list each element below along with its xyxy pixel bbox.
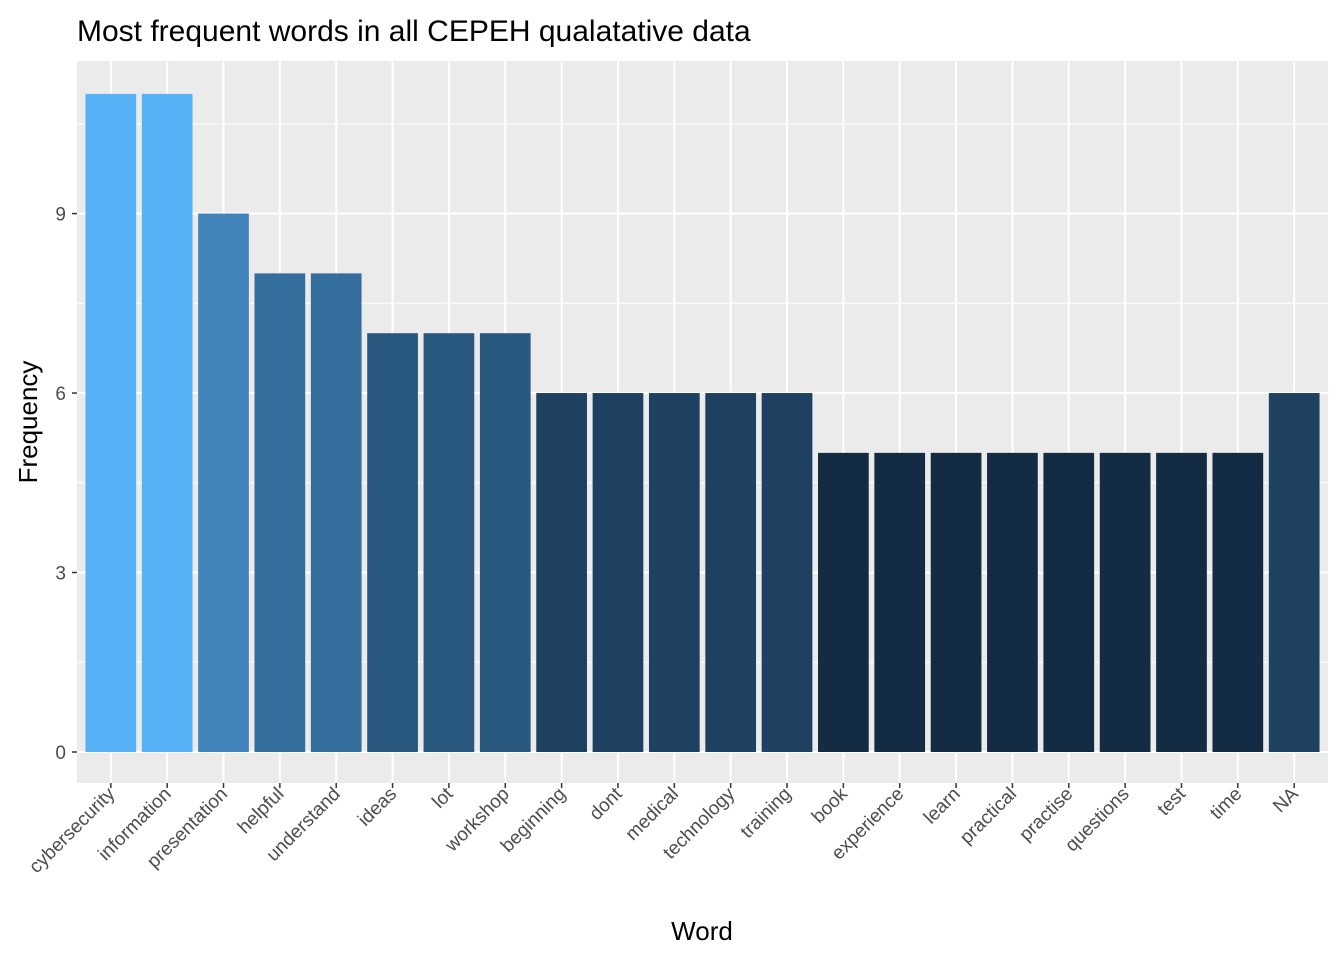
y-tick-label: 0 [55, 743, 66, 764]
x-tick-label-cybersecurity: cybersecurity [25, 783, 119, 877]
bar-dont [592, 393, 644, 752]
bar-NA [1268, 393, 1320, 752]
x-tick-label-practical: practical [956, 784, 1021, 849]
y-tick-label: 3 [55, 564, 66, 585]
bar-information [141, 93, 193, 752]
x-tick-label-training: training [737, 784, 796, 843]
bars [85, 93, 1320, 752]
bar-beginning [536, 393, 587, 752]
x-tick-label-NA: NA [1269, 783, 1303, 817]
bar-cybersecurity [85, 93, 137, 752]
chart-title: Most frequent words in all CEPEH qualata… [77, 15, 751, 48]
x-tick-label-book: book [808, 783, 852, 827]
y-axis: 0 3 6 9 [55, 205, 77, 764]
bar-medical [648, 393, 700, 752]
bar-test [1156, 452, 1207, 752]
x-tick-label-learn: learn [920, 784, 965, 829]
bar-time [1212, 452, 1264, 752]
x-axis-title: Word [671, 916, 733, 946]
x-tick-label-time: time [1206, 784, 1246, 824]
bar-learn [930, 452, 982, 752]
bar-questions [1099, 452, 1151, 752]
bar-practical [987, 452, 1038, 752]
x-tick-label-helpful: helpful [234, 784, 288, 838]
bar-helpful [254, 273, 306, 752]
bar-technology [705, 393, 757, 752]
bar-book [818, 452, 869, 752]
bar-workshop [479, 333, 531, 752]
bar-training [761, 393, 813, 752]
x-tick-label-lot: lot [428, 783, 458, 813]
bar-experience [874, 452, 926, 752]
bar-practise [1043, 452, 1095, 752]
x-tick-label-test: test [1154, 783, 1191, 820]
bar-understand [310, 273, 362, 752]
x-tick-label-dont: dont [586, 783, 628, 825]
x-tick-label-ideas: ideas [354, 784, 401, 831]
y-axis-title: Frequency [13, 361, 43, 484]
y-tick-label: 6 [55, 384, 66, 405]
bar-lot [423, 333, 475, 752]
bar-presentation [198, 213, 249, 752]
bar-ideas [367, 333, 418, 752]
y-tick-label: 9 [55, 205, 66, 226]
